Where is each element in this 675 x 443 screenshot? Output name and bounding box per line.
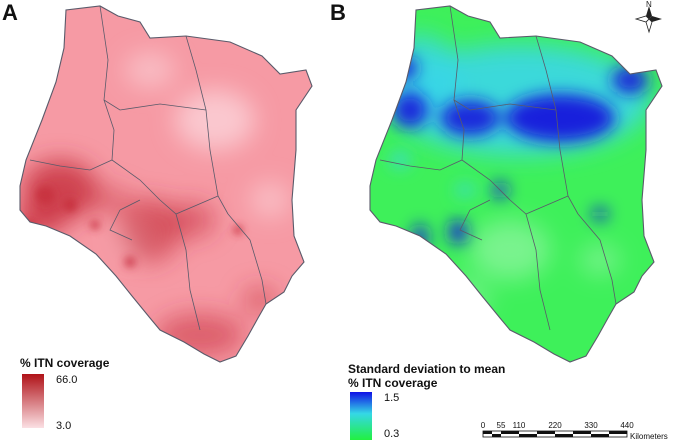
north-arrow-icon [634, 6, 662, 34]
legend-b-max: 1.5 [384, 392, 400, 404]
scale-tick-110: 110 [512, 421, 526, 430]
scale-bar [482, 430, 628, 438]
map-a-surface [20, 52, 290, 357]
panel-label-a: A [2, 0, 18, 25]
panel-label-b: B [330, 0, 346, 25]
legend-b-min: 0.3 [384, 428, 400, 440]
map-a [19, 5, 313, 363]
map-b-boundaries [369, 5, 663, 363]
scale-tick-220: 220 [548, 421, 562, 430]
legend-a-title: % ITN coverage [20, 356, 110, 370]
legend-b-title-line2: % ITN coverage [348, 376, 438, 390]
map-a-boundaries [19, 5, 313, 363]
scale-tick-0: 0 [480, 421, 486, 430]
legend-a-min: 3.0 [56, 420, 72, 432]
legend-a-max: 66.0 [56, 374, 78, 386]
legend-b-title-line1: Standard deviation to mean [348, 362, 506, 376]
map-b [369, 5, 663, 363]
scale-tick-55: 55 [496, 421, 506, 430]
north-label: N [646, 0, 652, 9]
scale-tick-440: 440 [620, 421, 634, 430]
scale-tick-330: 330 [584, 421, 598, 430]
legend-a-swatch [22, 374, 44, 428]
scale-unit: Kilometers [630, 432, 668, 441]
legend-b-swatch [350, 392, 372, 440]
